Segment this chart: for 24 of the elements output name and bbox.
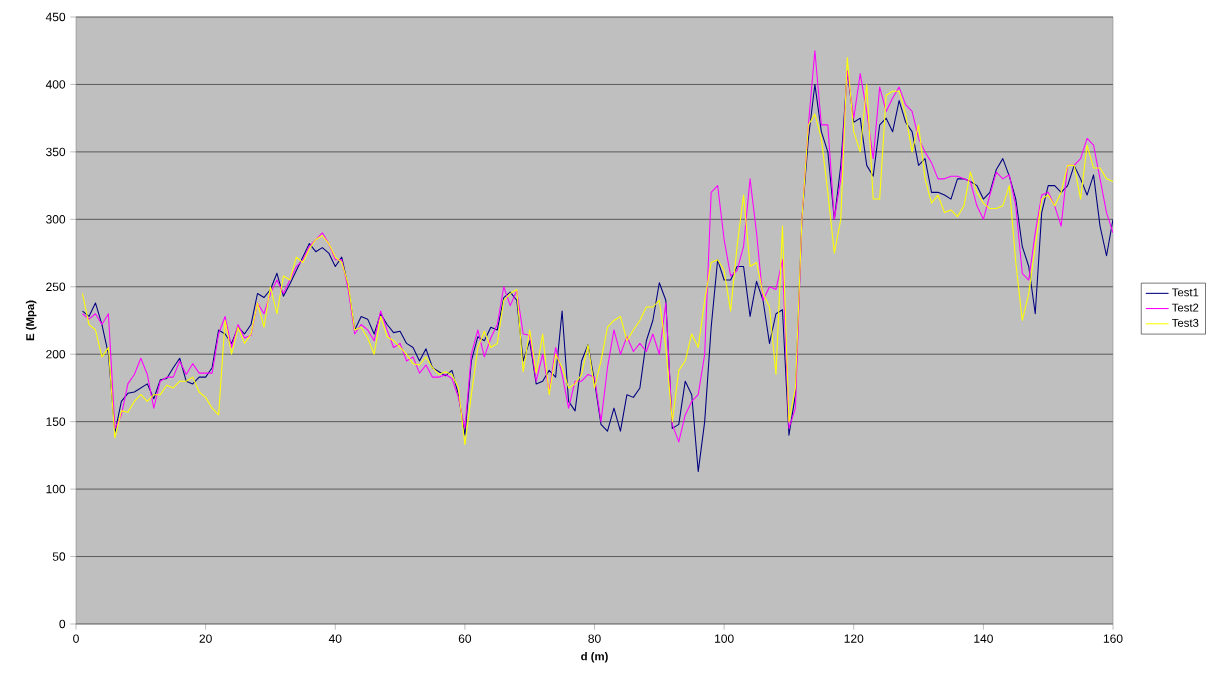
y-tick-label: 350 [46, 147, 66, 157]
y-tick-label: 400 [45, 80, 66, 89]
x-tick-label: 160 [1103, 634, 1123, 643]
x-tick-label: 20 [199, 634, 212, 643]
y-tick-label: 300 [46, 215, 66, 224]
legend-label: Test3 [1172, 318, 1199, 327]
x-tick-label: 60 [458, 634, 472, 643]
y-tick-label: 0 [59, 619, 66, 629]
y-tick-label: 200 [46, 349, 66, 359]
x-tick-label: 40 [328, 634, 342, 643]
y-tick-label: 50 [52, 552, 66, 561]
y-tick-label: 250 [46, 282, 66, 292]
x-tick-label: 100 [715, 634, 734, 643]
y-axis-title: E (Mpa) [25, 300, 37, 341]
y-tick-label: 150 [46, 417, 66, 426]
x-axis-title: d (m) [581, 652, 608, 663]
legend-label: Test1 [1172, 288, 1199, 297]
y-tick-label: 100 [46, 484, 66, 494]
x-tick-label: 80 [588, 634, 601, 643]
x-tick-label: 140 [974, 634, 993, 643]
x-tick-label: 0 [73, 634, 79, 643]
x-tick-label: 120 [844, 634, 864, 643]
y-tick-label: 450 [45, 12, 66, 22]
legend-label: Test2 [1172, 303, 1199, 312]
